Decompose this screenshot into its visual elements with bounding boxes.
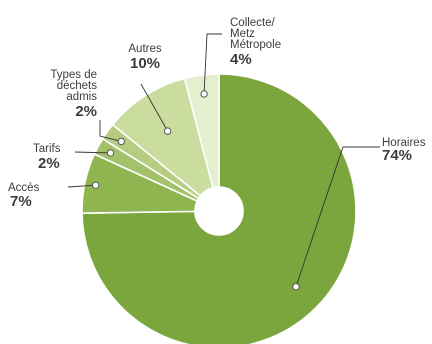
leader-line-autres	[140, 83, 169, 132]
slice-label-autres: Autres	[128, 43, 161, 55]
slice-value-collecte-metz-metropole: 4%	[230, 51, 252, 68]
slice-label-collecte-metz-metropole: Collecte/Metz Métropole	[230, 17, 281, 51]
slice-value-types-de-dechets-admis: 2%	[75, 103, 97, 120]
marker-dot-acces	[91, 181, 100, 189]
slice-value-horaires: 74%	[382, 147, 412, 164]
slice-value-autres: 10%	[130, 55, 160, 72]
leader-line-collecte-metz-metropole	[203, 33, 222, 94]
marker-dot-types-de-dechets-admis	[117, 137, 125, 146]
slice-label-tarifs: Tarifs	[33, 143, 61, 155]
slice-autres	[111, 77, 214, 197]
marker-dot-collecte-metz-metropole	[200, 90, 208, 98]
slice-value-acces: 7%	[10, 193, 32, 210]
slice-label-acces: Accès	[8, 182, 40, 194]
leader-line-horaires	[295, 146, 380, 287]
marker-dot-horaires	[292, 283, 300, 291]
leader-line-acces	[67, 184, 96, 188]
slice-label-types-de-dechets-admis: Types de déchets admis	[50, 69, 97, 103]
marker-dot-tarifs	[106, 149, 115, 157]
slice-label-horaires: Horaires	[382, 137, 426, 149]
leader-line-types-de-dechets-admis	[99, 120, 122, 142]
marker-dot-autres	[163, 127, 172, 135]
slice-value-tarifs: 2%	[38, 155, 60, 172]
leader-line-tarifs	[74, 151, 111, 154]
slice-collecte-metz-metropole	[183, 73, 220, 189]
